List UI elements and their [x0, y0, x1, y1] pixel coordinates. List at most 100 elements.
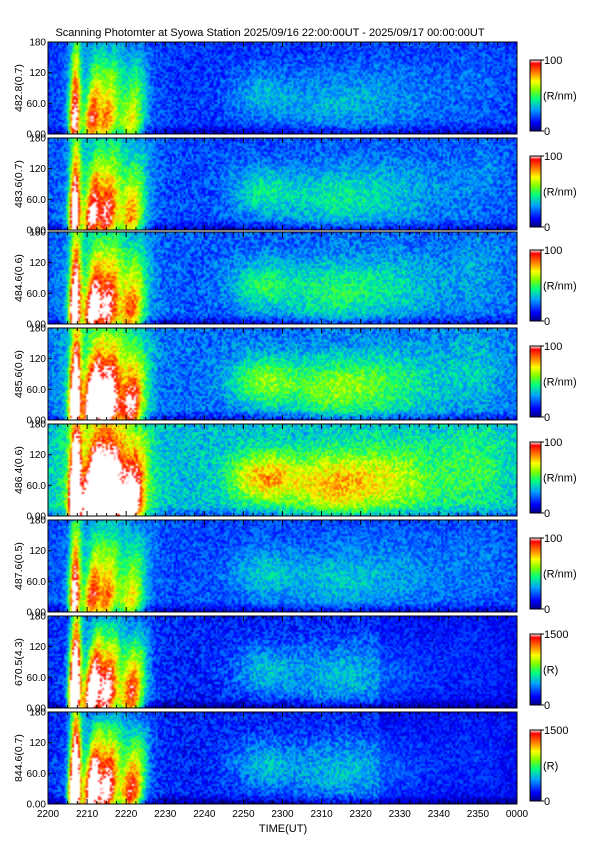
y-tick-label: 120 — [29, 354, 46, 365]
y-tick-label: 120 — [29, 258, 46, 269]
panel-heatmap — [48, 424, 517, 516]
y-tick-label: 60.0 — [27, 385, 47, 396]
colorbar — [529, 249, 542, 322]
colorbar-max-label: 1500 — [544, 725, 568, 737]
colorbar-unit-label: (R/nm) — [543, 473, 577, 485]
figure-title: Scanning Photomter at Syowa Station 2025… — [55, 27, 484, 39]
y-tick-label: 60.0 — [27, 769, 47, 780]
y-tick-label: 180 — [29, 228, 46, 239]
y-tick-label: 180 — [29, 516, 46, 527]
panels-group: 0.00 60.0 120 180 482.8(0.7) 100 0 (R/nm) 0.00 60… — [13, 38, 577, 811]
x-tick-label: 2350 — [467, 809, 490, 820]
panel-ylabel: 844.6(0.7) — [13, 734, 25, 782]
y-tick-label: 0.00 — [27, 416, 47, 427]
colorbar-max-label: 100 — [544, 437, 562, 449]
x-tick-label: 2340 — [428, 809, 451, 820]
colorbar-min-label: 0 — [544, 796, 550, 808]
y-tick-label: 60.0 — [27, 195, 47, 206]
y-tick-label: 60.0 — [27, 99, 47, 110]
x-tick-label: 2240 — [193, 809, 216, 820]
colorbar-unit-label: (R) — [543, 665, 558, 677]
panel-heatmap — [48, 138, 517, 230]
x-tick-label: 2300 — [271, 809, 294, 820]
y-tick-label: 120 — [29, 68, 46, 79]
y-tick-label: 0.00 — [27, 512, 47, 523]
colorbar-unit-label: (R/nm) — [543, 187, 577, 199]
y-tick-label: 120 — [29, 642, 46, 653]
y-tick-label: 0.00 — [27, 320, 47, 331]
y-tick-label: 0.00 — [27, 704, 47, 715]
panel-ylabel: 485.6(0.6) — [13, 350, 25, 398]
panel-ylabel: 482.8(0.7) — [13, 64, 25, 112]
colorbar-unit-label: (R/nm) — [543, 91, 577, 103]
y-tick-label: 0.00 — [27, 800, 47, 811]
panel-4: 0.00 60.0 120 180 485.6(0.6) 100 0 (R/nm) — [13, 324, 577, 427]
x-tick-label: 2310 — [310, 809, 333, 820]
panel-heatmap — [48, 232, 517, 324]
colorbar-min-label: 0 — [544, 126, 550, 138]
y-tick-label: 0.00 — [27, 608, 47, 619]
panel-ylabel: 486.4(0.6) — [13, 446, 25, 494]
colorbar — [529, 441, 542, 514]
colorbar-max-label: 100 — [544, 55, 562, 67]
y-tick-label: 180 — [29, 38, 46, 49]
y-tick-label: 60.0 — [27, 481, 47, 492]
y-tick-label: 120 — [29, 450, 46, 461]
colorbar-unit-label: (R/nm) — [543, 377, 577, 389]
colorbar-max-label: 100 — [544, 245, 562, 257]
x-axis-label: TIME(UT) — [259, 823, 307, 835]
y-tick-label: 180 — [29, 612, 46, 623]
colorbar-unit-label: (R/nm) — [543, 569, 577, 581]
panel-2: 0.00 60.0 120 180 483.6(0.7) 100 0 (R/nm) — [13, 134, 577, 237]
x-tick-label: 2230 — [154, 809, 177, 820]
colorbar-min-label: 0 — [544, 700, 550, 712]
colorbar-min-label: 0 — [544, 222, 550, 234]
colorbar — [529, 633, 542, 706]
colorbar-min-label: 0 — [544, 316, 550, 328]
panel-heatmap — [48, 712, 517, 804]
colorbar — [529, 729, 542, 802]
colorbar-max-label: 100 — [544, 341, 562, 353]
colorbar-unit-label: (R) — [543, 761, 558, 773]
x-tick-label: 2250 — [232, 809, 255, 820]
x-tick-label: 2320 — [350, 809, 373, 820]
colorbar-min-label: 0 — [544, 604, 550, 616]
colorbar — [529, 59, 542, 132]
colorbar-min-label: 0 — [544, 412, 550, 424]
panel-heatmap — [48, 328, 517, 420]
x-tick-label: 2330 — [389, 809, 412, 820]
y-tick-label: 60.0 — [27, 289, 47, 300]
panel-ylabel: 483.6(0.7) — [13, 160, 25, 208]
x-tick-label: 2200 — [37, 809, 60, 820]
y-tick-label: 180 — [29, 420, 46, 431]
panel-8: 0.00 60.0 120 180 844.6(0.7) 1500 0 (R) — [13, 708, 568, 811]
panel-6: 0.00 60.0 120 180 487.6(0.5) 100 0 (R/nm) — [13, 516, 577, 619]
panel-ylabel: 484.6(0.6) — [13, 254, 25, 302]
y-tick-label: 120 — [29, 546, 46, 557]
x-axis: 2200 2210 2220 2230 2240 2250 2300 2310 2320 2330… — [37, 809, 529, 820]
colorbar-unit-label: (R/nm) — [543, 281, 577, 293]
panel-ylabel: 670.5(4.3) — [13, 638, 25, 686]
panel-heatmap — [48, 520, 517, 612]
colorbar — [529, 155, 542, 228]
x-tick-label: 2210 — [76, 809, 99, 820]
panel-heatmap — [48, 42, 517, 134]
panel-5: 0.00 60.0 120 180 486.4(0.6) 100 0 (R/nm) — [13, 420, 577, 523]
y-tick-label: 120 — [29, 164, 46, 175]
panel-7: 0.00 60.0 120 180 670.5(4.3) 1500 0 (R) — [13, 612, 568, 715]
y-tick-label: 120 — [29, 738, 46, 749]
panel-ylabel: 487.6(0.5) — [13, 542, 25, 590]
colorbar-min-label: 0 — [544, 508, 550, 520]
colorbar — [529, 345, 542, 418]
y-tick-label: 0.00 — [27, 130, 47, 141]
y-tick-label: 0.00 — [27, 226, 47, 237]
colorbar-max-label: 1500 — [544, 629, 568, 641]
x-tick-label: 2220 — [115, 809, 138, 820]
y-tick-label: 60.0 — [27, 577, 47, 588]
panel-3: 0.00 60.0 120 180 484.6(0.6) 100 0 (R/nm) — [13, 228, 577, 331]
colorbar-max-label: 100 — [544, 151, 562, 163]
y-tick-label: 180 — [29, 324, 46, 335]
panel-heatmap — [48, 616, 517, 708]
y-tick-label: 60.0 — [27, 673, 47, 684]
